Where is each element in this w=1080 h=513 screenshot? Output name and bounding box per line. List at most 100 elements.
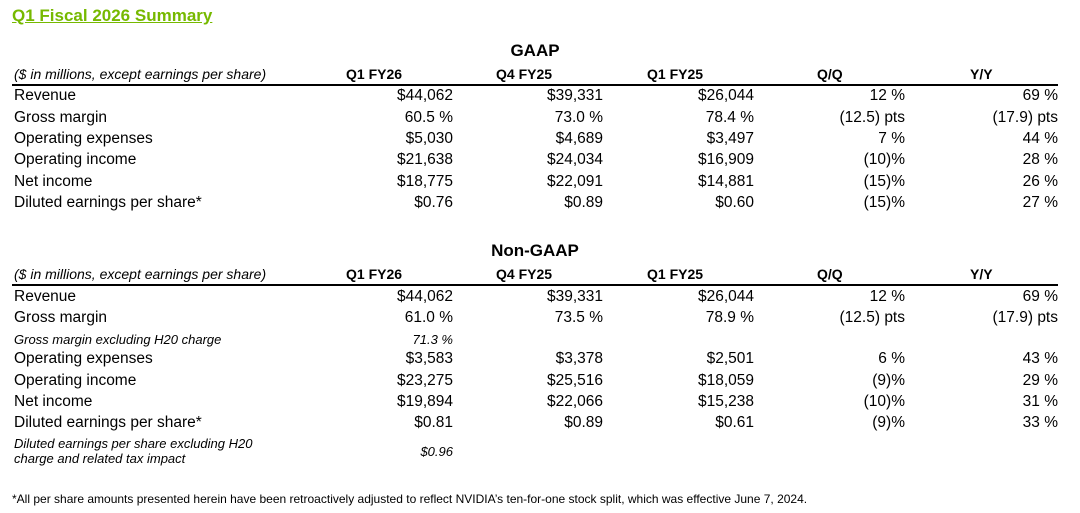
cell-q1fy26: $0.96 xyxy=(420,444,453,459)
cell-yy: 43 % xyxy=(1022,350,1058,367)
cell-q4fy25: 73.5 % xyxy=(554,309,603,326)
cell-qq: (15)% xyxy=(863,194,905,211)
cell-yy: 26 % xyxy=(1022,173,1058,190)
row-label-line-1: Diluted earnings per share excluding H20 xyxy=(14,436,253,451)
cell-yy: 28 % xyxy=(1022,151,1058,168)
cell-yy: 27 % xyxy=(1022,194,1058,211)
row-label: Operating income xyxy=(14,151,137,168)
cell-qq: (15)% xyxy=(863,173,905,190)
row-label: Operating expenses xyxy=(14,130,153,147)
cell-yy: 69 % xyxy=(1022,87,1058,104)
cell-q1fy25: $26,044 xyxy=(697,87,754,104)
gaap-row-operating-expenses: Operating expenses $5,030 $4,689 $3,497 … xyxy=(12,130,1058,151)
cell-q1fy26: $44,062 xyxy=(396,87,453,104)
gaap-heading: GAAP xyxy=(510,41,560,60)
row-label: Gross margin excluding H20 charge xyxy=(14,332,222,347)
cell-q1fy26: $19,894 xyxy=(396,393,453,410)
gaap-col-qq: Q/Q xyxy=(817,66,843,82)
footnote: *All per share amounts presented herein … xyxy=(12,492,808,506)
row-label: Net income xyxy=(14,393,93,410)
cell-yy: (17.9) pts xyxy=(992,109,1058,126)
cell-q1fy25: $2,501 xyxy=(706,350,754,367)
cell-q1fy25: $18,059 xyxy=(697,372,754,389)
row-label: Diluted earnings per share* xyxy=(14,414,202,431)
row-label: Gross margin xyxy=(14,109,108,126)
cell-q4fy25: $25,516 xyxy=(546,372,603,389)
cell-yy: 44 % xyxy=(1022,130,1058,147)
cell-yy: 69 % xyxy=(1022,288,1058,305)
gaap-row-net-income: Net income $18,775 $22,091 $14,881 (15)%… xyxy=(12,173,1058,194)
nongaap-row-operating-expenses: Operating expenses $3,583 $3,378 $2,501 … xyxy=(12,350,1058,371)
cell-q1fy25: 78.9 % xyxy=(705,309,754,326)
cell-q1fy26: $23,275 xyxy=(396,372,453,389)
nongaap-units-label: ($ in millions, except earnings per shar… xyxy=(14,266,267,282)
cell-q4fy25: $4,689 xyxy=(555,130,603,147)
cell-q4fy25: 73.0 % xyxy=(554,109,603,126)
cell-q4fy25: $24,034 xyxy=(546,151,603,168)
cell-qq: 12 % xyxy=(869,288,905,305)
cell-qq: (9)% xyxy=(872,372,905,389)
cell-q1fy25: $16,909 xyxy=(697,151,754,168)
row-label: Revenue xyxy=(14,288,77,305)
cell-q1fy26: $3,583 xyxy=(405,350,453,367)
nongaap-heading: Non-GAAP xyxy=(491,241,579,260)
gaap-units-label: ($ in millions, except earnings per shar… xyxy=(14,66,267,82)
cell-q4fy25: $39,331 xyxy=(546,288,603,305)
gaap-row-revenue: Revenue $44,062 $39,331 $26,044 12 % 69 … xyxy=(12,87,1058,108)
nongaap-row-diluted-eps-ex-h20: Diluted earnings per share excluding H20… xyxy=(12,436,1058,468)
cell-q1fy26: 60.5 % xyxy=(404,109,453,126)
nongaap-row-revenue: Revenue $44,062 $39,331 $26,044 12 % 69 … xyxy=(12,288,1058,309)
cell-q1fy26: $0.81 xyxy=(414,414,453,431)
cell-q1fy26: $21,638 xyxy=(396,151,453,168)
cell-q4fy25: $39,331 xyxy=(546,87,603,104)
gaap-row-gross-margin: Gross margin 60.5 % 73.0 % 78.4 % (12.5)… xyxy=(12,109,1058,130)
row-label-line-2: charge and related tax impact xyxy=(14,451,186,466)
row-label: Gross margin xyxy=(14,309,108,326)
row-label: Net income xyxy=(14,173,93,190)
cell-qq: (9)% xyxy=(872,414,905,431)
row-label: Diluted earnings per share excluding H20… xyxy=(14,436,252,466)
cell-qq: (10)% xyxy=(863,393,905,410)
cell-q1fy25: $0.61 xyxy=(715,414,754,431)
gaap-row-diluted-eps: Diluted earnings per share* $0.76 $0.89 … xyxy=(12,194,1058,215)
cell-yy: 31 % xyxy=(1022,393,1058,410)
page-title[interactable]: Q1 Fiscal 2026 Summary xyxy=(12,6,213,25)
gaap-col-q1fy25: Q1 FY25 xyxy=(647,66,704,82)
cell-q1fy25: $26,044 xyxy=(697,288,754,305)
nongaap-col-qq: Q/Q xyxy=(817,266,843,282)
gaap-col-yy: Y/Y xyxy=(970,66,993,82)
gaap-row-operating-income: Operating income $21,638 $24,034 $16,909… xyxy=(12,151,1058,172)
nongaap-header-row: ($ in millions, except earnings per shar… xyxy=(12,264,1058,286)
nongaap-row-diluted-eps: Diluted earnings per share* $0.81 $0.89 … xyxy=(12,414,1058,435)
cell-q1fy25: $3,497 xyxy=(706,130,754,147)
nongaap-row-gross-margin-ex-h20: Gross margin excluding H20 charge 71.3 % xyxy=(12,330,1058,351)
nongaap-col-q1fy25: Q1 FY25 xyxy=(647,266,704,282)
row-label: Operating expenses xyxy=(14,350,153,367)
cell-q4fy25: $0.89 xyxy=(564,194,603,211)
cell-yy: 29 % xyxy=(1022,372,1058,389)
gaap-header-row: ($ in millions, except earnings per shar… xyxy=(12,64,1058,86)
cell-q1fy25: $0.60 xyxy=(715,194,754,211)
cell-qq: 7 % xyxy=(878,130,905,147)
cell-q1fy26: $0.76 xyxy=(414,194,453,211)
nongaap-row-net-income: Net income $19,894 $22,066 $15,238 (10)%… xyxy=(12,393,1058,414)
cell-q1fy25: 78.4 % xyxy=(705,109,754,126)
row-label: Diluted earnings per share* xyxy=(14,194,202,211)
cell-q1fy25: $14,881 xyxy=(697,173,754,190)
cell-yy: 33 % xyxy=(1022,414,1058,431)
cell-q1fy26: 61.0 % xyxy=(404,309,453,326)
nongaap-row-operating-income: Operating income $23,275 $25,516 $18,059… xyxy=(12,372,1058,393)
cell-qq: (10)% xyxy=(863,151,905,168)
cell-q1fy26: 71.3 % xyxy=(412,332,453,347)
nongaap-col-yy: Y/Y xyxy=(970,266,993,282)
cell-yy: (17.9) pts xyxy=(992,309,1058,326)
cell-q1fy26: $5,030 xyxy=(405,130,453,147)
cell-q1fy26: $18,775 xyxy=(396,173,453,190)
gaap-col-q1fy26: Q1 FY26 xyxy=(346,66,403,82)
cell-q1fy26: $44,062 xyxy=(396,288,453,305)
cell-qq: 12 % xyxy=(869,87,905,104)
gaap-col-q4fy25: Q4 FY25 xyxy=(496,66,553,82)
cell-q4fy25: $22,066 xyxy=(546,393,603,410)
cell-q1fy25: $15,238 xyxy=(697,393,754,410)
cell-qq: (12.5) pts xyxy=(839,309,905,326)
